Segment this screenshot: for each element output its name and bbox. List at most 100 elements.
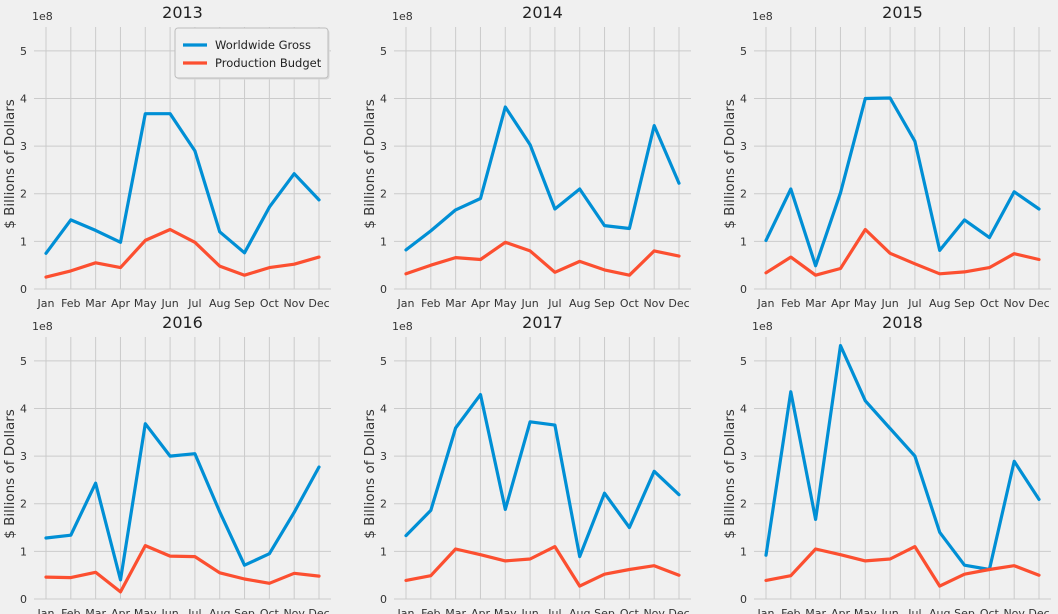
x-tick-label: Nov: [1003, 607, 1025, 614]
x-tick-label: May: [134, 607, 157, 614]
data-point: [69, 533, 73, 537]
x-tick-label: Jun: [880, 297, 898, 310]
data-point: [429, 263, 433, 267]
data-point: [888, 96, 892, 100]
y-axis-label: $ Billions of Dollars: [2, 99, 18, 229]
x-tick-label: Sep: [234, 607, 255, 614]
x-tick-label: Dec: [308, 297, 329, 310]
data-point: [44, 275, 48, 279]
x-tick-label: Jul: [907, 607, 921, 614]
data-point: [628, 526, 631, 529]
data-point: [814, 273, 817, 277]
data-point: [454, 208, 457, 212]
y-tick-label: 3: [380, 450, 387, 463]
x-tick-label: Jan: [757, 297, 775, 310]
data-point: [553, 545, 557, 548]
x-tick-label: Apr: [471, 607, 491, 614]
x-tick-label: Jun: [160, 297, 178, 310]
x-tick-label: Jul: [907, 297, 921, 310]
data-point: [988, 236, 991, 239]
data-point: [963, 573, 966, 576]
data-point: [94, 571, 97, 574]
data-point: [789, 390, 793, 393]
subplot-2015: 0 1 2 3 4 5 Jan Feb Mar Apr May Jun Jul Aug Sep Oct Nov D…: [722, 3, 1051, 310]
x-tick-label: Nov: [283, 297, 305, 310]
data-point: [963, 563, 966, 567]
y-tick-label: 4: [380, 402, 387, 415]
data-point: [168, 554, 172, 558]
y-tick-label: 1: [380, 235, 387, 248]
x-tick-label: Jun: [520, 297, 538, 310]
data-point: [938, 272, 941, 275]
data-point: [677, 573, 681, 577]
y-tick-label: 5: [740, 45, 747, 58]
data-point: [578, 260, 581, 263]
y-tick-label: 5: [740, 355, 747, 368]
data-point: [677, 182, 681, 185]
y-tick-label: 3: [380, 140, 387, 153]
data-point: [479, 553, 482, 556]
data-point: [764, 271, 768, 275]
y-tick-label: 5: [380, 45, 387, 58]
x-tick-label: Aug: [209, 297, 230, 310]
y-tick-label: 1: [20, 235, 27, 248]
x-tick-label: Nov: [643, 607, 665, 614]
series-line: [404, 240, 681, 277]
data-point: [268, 266, 271, 269]
x-tick-label: Jan: [397, 297, 415, 310]
x-tick-label: Oct: [980, 297, 1000, 310]
y-tick-label: 1: [380, 545, 387, 558]
data-point: [938, 531, 941, 534]
data-point: [814, 264, 817, 267]
data-point: [218, 230, 221, 234]
data-point: [528, 143, 532, 146]
x-tick-label: Sep: [594, 297, 615, 310]
x-tick-label: Oct: [980, 607, 1000, 614]
data-point: [168, 454, 172, 458]
y-tick-label: 2: [380, 188, 387, 201]
data-point: [1037, 258, 1041, 261]
data-point: [864, 399, 867, 403]
data-point: [218, 510, 221, 514]
x-tick-label: Apr: [111, 607, 131, 614]
data-point: [652, 124, 656, 127]
data-point: [268, 205, 271, 209]
data-point: [913, 545, 917, 548]
x-tick-label: Jan: [37, 297, 55, 310]
y-tick-label: 5: [380, 355, 387, 368]
series-line: [44, 227, 321, 279]
data-point: [404, 272, 408, 275]
y-tick-label: 3: [20, 450, 27, 463]
subplot-title: 2014: [522, 3, 563, 22]
data-point: [603, 573, 606, 576]
data-point: [94, 229, 97, 232]
data-point: [44, 536, 48, 540]
x-tick-label: Nov: [643, 297, 665, 310]
x-tick-label: Mar: [805, 607, 826, 614]
x-tick-label: Apr: [471, 297, 491, 310]
data-point: [677, 493, 681, 496]
data-point: [1012, 564, 1016, 567]
y-tick-label: 0: [20, 593, 27, 606]
data-point: [292, 511, 296, 514]
y-tick-label: 3: [740, 450, 747, 463]
data-point: [628, 227, 631, 230]
data-point: [603, 492, 606, 495]
data-point: [94, 482, 97, 485]
subplot-2018: 0 1 2 3 4 5 Jan Feb Mar Apr May Jun Jul Aug Sep Oct Nov D…: [722, 313, 1051, 614]
data-point: [528, 249, 532, 253]
x-tick-label: May: [134, 297, 157, 310]
y-axis-label: $ Billions of Dollars: [722, 99, 738, 229]
data-point: [528, 420, 532, 423]
series-worldwide-gross: [44, 422, 321, 582]
series-line: [764, 344, 1041, 572]
data-point: [789, 574, 793, 577]
x-tick-label: Aug: [209, 607, 230, 614]
y-axis-label: $ Billions of Dollars: [362, 409, 378, 539]
data-point: [913, 454, 917, 458]
data-point: [479, 393, 482, 396]
data-point: [404, 248, 408, 252]
data-point: [144, 112, 147, 115]
y-offset-text: 1e8: [392, 320, 413, 333]
